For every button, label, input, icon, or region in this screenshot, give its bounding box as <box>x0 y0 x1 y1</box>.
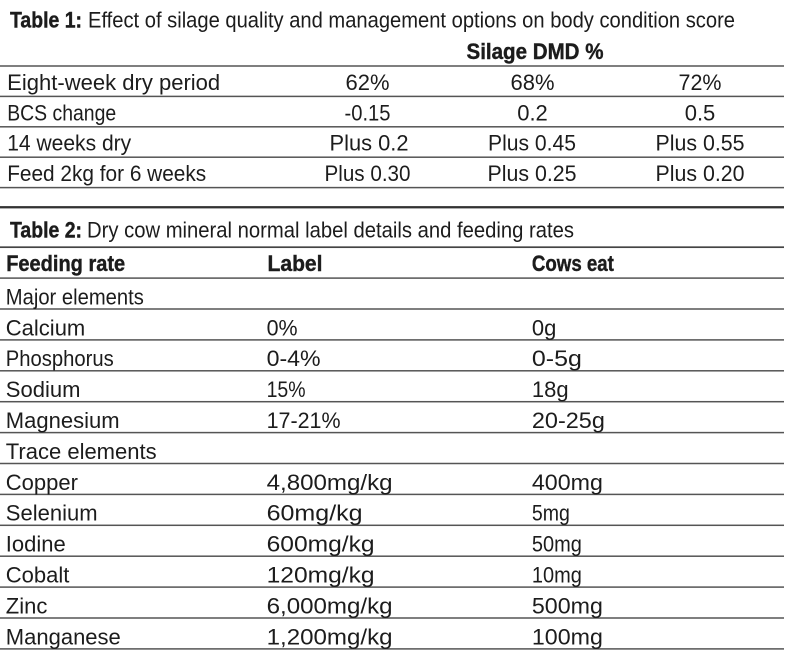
svg-text:62%: 62% <box>346 70 390 95</box>
svg-text:Trace elements: Trace elements <box>6 439 157 464</box>
svg-text:Zinc: Zinc <box>6 593 48 618</box>
svg-text:Manganese: Manganese <box>6 624 121 649</box>
svg-text:Effect of silage quality and m: Effect of silage quality and management … <box>88 8 735 33</box>
svg-text:Selenium: Selenium <box>6 501 98 526</box>
svg-text:500mg: 500mg <box>532 593 603 618</box>
svg-text:1,200mg/kg: 1,200mg/kg <box>267 624 393 649</box>
svg-text:120mg/kg: 120mg/kg <box>267 563 375 588</box>
svg-text:Copper: Copper <box>6 470 78 495</box>
svg-text:Silage DMD %: Silage DMD % <box>467 39 604 64</box>
svg-text:BCS change: BCS change <box>7 100 116 125</box>
svg-text:Calcium: Calcium <box>6 315 85 340</box>
svg-text:Feeding rate: Feeding rate <box>6 251 125 276</box>
svg-text:0-4%: 0-4% <box>267 346 321 371</box>
svg-text:Plus 0.2: Plus 0.2 <box>330 131 409 156</box>
svg-text:Eight-week dry period: Eight-week dry period <box>7 70 220 95</box>
svg-text:50mg: 50mg <box>532 532 582 557</box>
svg-text:Table 2:: Table 2: <box>10 218 82 243</box>
svg-text:17-21%: 17-21% <box>267 408 341 433</box>
svg-text:Label: Label <box>268 251 323 276</box>
svg-text:Dry cow mineral normal label d: Dry cow mineral normal label details and… <box>87 218 574 243</box>
svg-text:14 weeks dry: 14 weeks dry <box>7 131 131 156</box>
svg-text:Plus 0.25: Plus 0.25 <box>488 161 577 186</box>
svg-text:Cows eat: Cows eat <box>532 251 615 276</box>
svg-text:0%: 0% <box>267 315 298 340</box>
svg-text:Phosphorus: Phosphorus <box>6 346 114 371</box>
svg-text:60mg/kg: 60mg/kg <box>267 501 363 526</box>
svg-text:Feed 2kg for 6 weeks: Feed 2kg for 6 weeks <box>7 161 206 186</box>
svg-text:0g: 0g <box>532 315 556 340</box>
svg-text:Sodium: Sodium <box>6 377 81 402</box>
svg-text:Iodine: Iodine <box>6 532 66 557</box>
svg-text:6,000mg/kg: 6,000mg/kg <box>267 593 393 618</box>
svg-text:72%: 72% <box>679 70 722 95</box>
svg-text:68%: 68% <box>511 70 555 95</box>
svg-text:Plus 0.30: Plus 0.30 <box>325 161 411 186</box>
svg-text:Cobalt: Cobalt <box>6 563 70 588</box>
svg-text:0.5: 0.5 <box>685 100 716 125</box>
svg-text:Table 1:: Table 1: <box>10 8 82 33</box>
svg-text:Plus 0.55: Plus 0.55 <box>656 131 745 156</box>
svg-text:Plus 0.45: Plus 0.45 <box>488 131 576 156</box>
svg-text:-0.15: -0.15 <box>345 100 391 125</box>
svg-text:5mg: 5mg <box>532 501 570 526</box>
svg-text:600mg/kg: 600mg/kg <box>267 532 375 557</box>
svg-text:0-5g: 0-5g <box>532 346 582 371</box>
svg-text:18g: 18g <box>532 377 569 402</box>
svg-text:15%: 15% <box>267 377 306 402</box>
svg-text:20-25g: 20-25g <box>532 408 605 433</box>
svg-text:0.2: 0.2 <box>517 100 548 125</box>
svg-text:4,800mg/kg: 4,800mg/kg <box>267 470 393 495</box>
svg-text:Magnesium: Magnesium <box>6 408 120 433</box>
svg-text:Plus 0.20: Plus 0.20 <box>656 161 745 186</box>
svg-text:Major elements: Major elements <box>6 284 144 309</box>
svg-text:10mg: 10mg <box>532 563 582 588</box>
svg-text:100mg: 100mg <box>532 624 603 649</box>
svg-text:400mg: 400mg <box>532 470 603 495</box>
